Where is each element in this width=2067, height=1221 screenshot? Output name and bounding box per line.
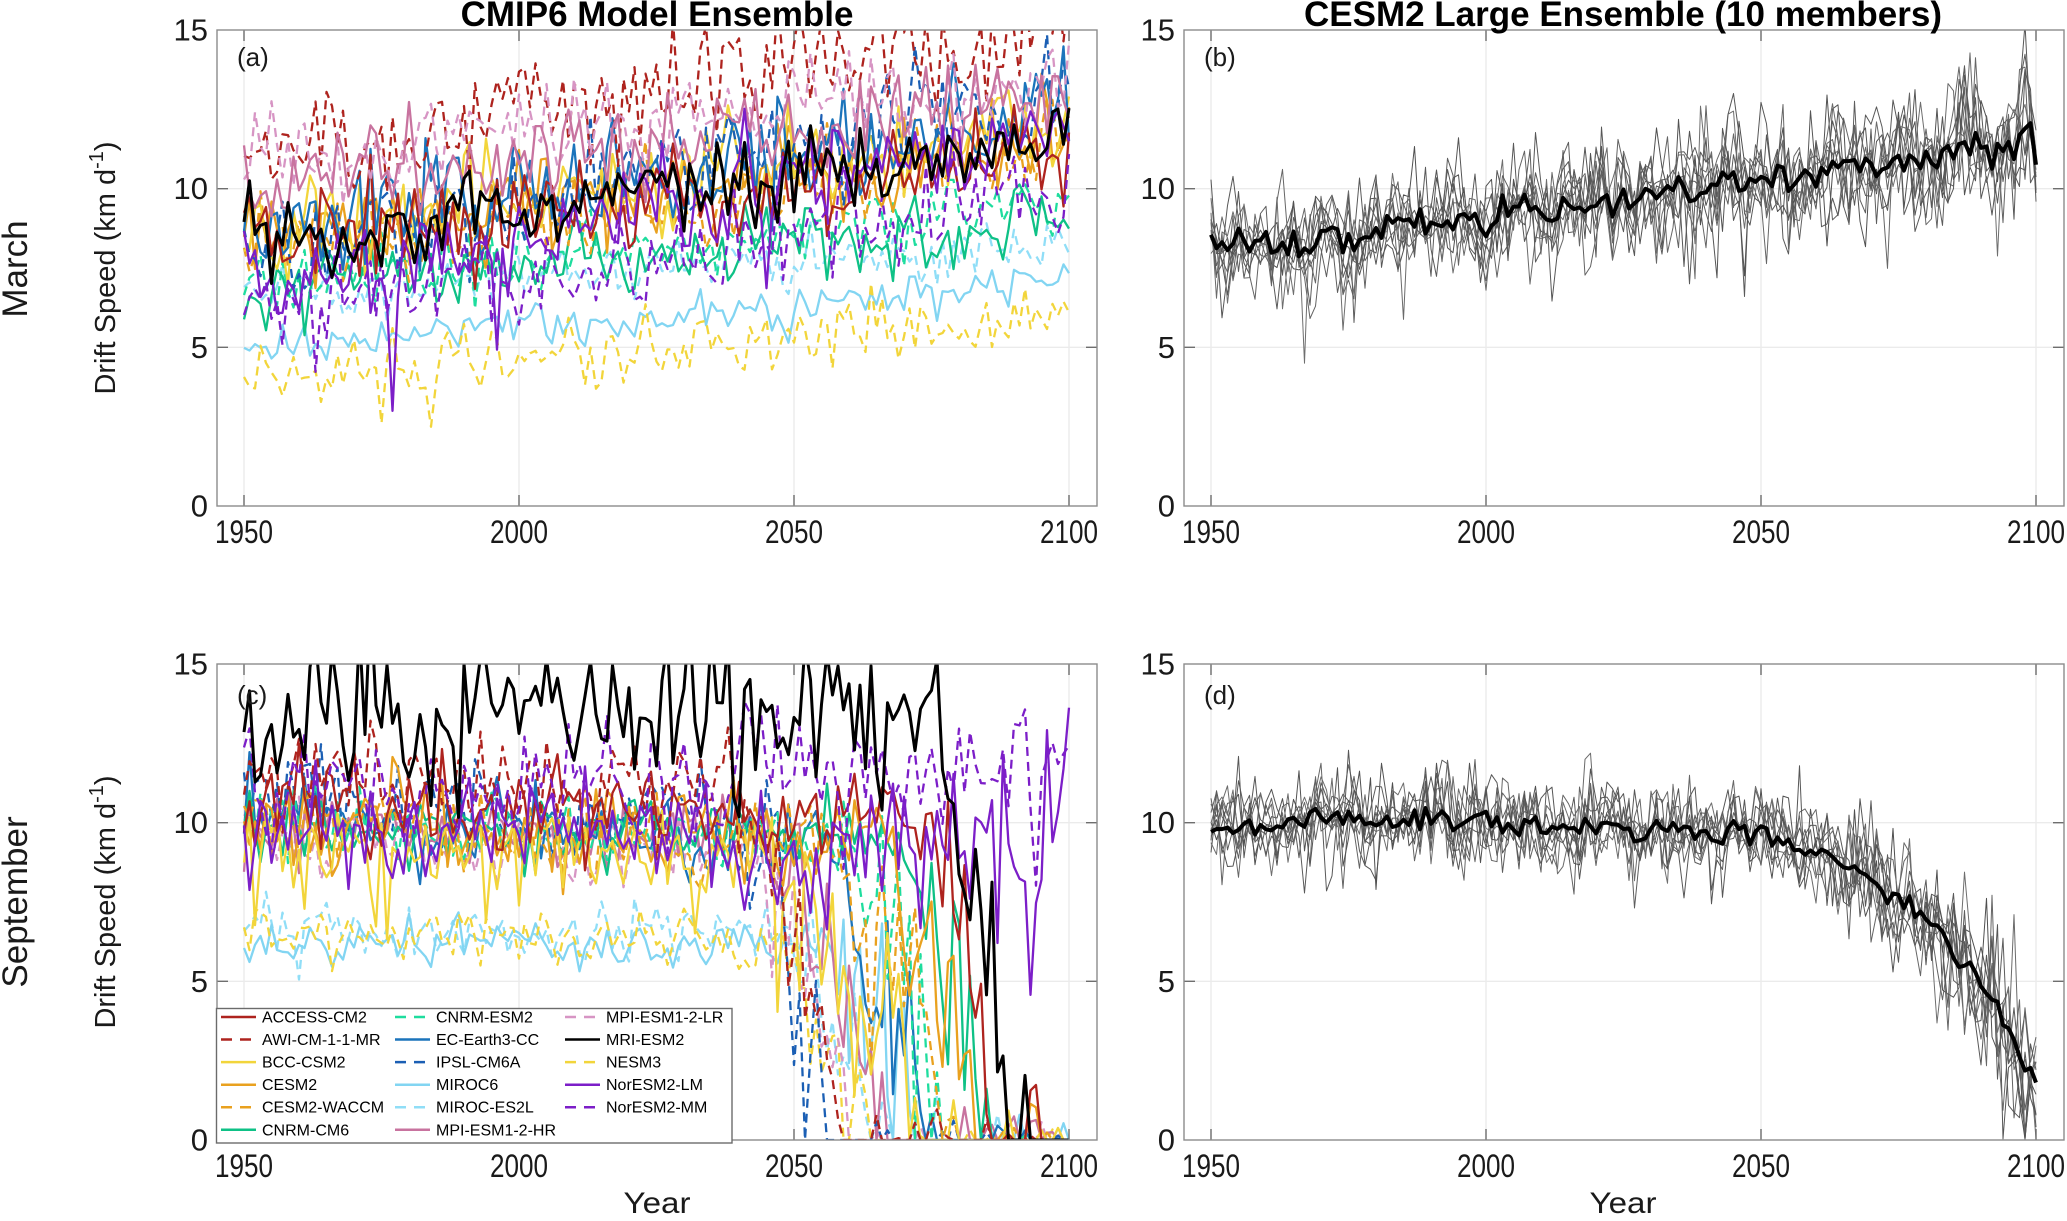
svg-text:15: 15: [174, 647, 208, 682]
svg-text:BCC-CSM2: BCC-CSM2: [262, 1055, 346, 1072]
svg-text:2050: 2050: [765, 514, 823, 550]
svg-text:10: 10: [174, 805, 208, 840]
svg-text:5: 5: [191, 330, 208, 365]
svg-text:CNRM-ESM2: CNRM-ESM2: [436, 1010, 533, 1027]
svg-text:2100: 2100: [2007, 1148, 2065, 1184]
svg-text:Drift Speed (km d-1): Drift Speed (km d-1): [86, 141, 122, 394]
svg-text:2050: 2050: [1732, 514, 1790, 550]
svg-text:15: 15: [1141, 647, 1175, 682]
svg-text:CESM2-WACCM: CESM2-WACCM: [262, 1100, 384, 1117]
svg-text:Drift Speed (km d-1): Drift Speed (km d-1): [86, 775, 122, 1028]
svg-text:1950: 1950: [1182, 514, 1240, 550]
svg-text:10: 10: [1141, 805, 1175, 840]
svg-text:AWI-CM-1-1-MR: AWI-CM-1-1-MR: [262, 1032, 381, 1049]
svg-text:(b): (b): [1204, 42, 1236, 72]
svg-text:2100: 2100: [1040, 1148, 1098, 1184]
svg-text:0: 0: [191, 489, 208, 524]
svg-text:15: 15: [174, 13, 208, 48]
svg-text:NorESM2-LM: NorESM2-LM: [606, 1077, 703, 1094]
svg-text:NorESM2-MM: NorESM2-MM: [606, 1100, 707, 1117]
svg-text:MIROC-ES2L: MIROC-ES2L: [436, 1100, 534, 1117]
svg-text:0: 0: [1158, 489, 1175, 524]
svg-text:10: 10: [174, 171, 208, 206]
svg-text:MRI-ESM2: MRI-ESM2: [606, 1032, 684, 1049]
svg-text:March: March: [0, 220, 35, 317]
svg-text:5: 5: [1158, 964, 1175, 999]
svg-text:15: 15: [1141, 13, 1175, 48]
svg-text:(d): (d): [1204, 680, 1236, 710]
svg-text:Year: Year: [1590, 1187, 1657, 1216]
svg-text:5: 5: [1158, 330, 1175, 365]
svg-text:2000: 2000: [490, 514, 548, 550]
svg-text:MIROC6: MIROC6: [436, 1077, 498, 1094]
svg-text:2050: 2050: [765, 1148, 823, 1184]
svg-text:September: September: [0, 816, 35, 988]
svg-text:2000: 2000: [490, 1148, 548, 1184]
svg-text:2000: 2000: [1457, 514, 1515, 550]
svg-text:0: 0: [191, 1123, 208, 1158]
svg-text:2000: 2000: [1457, 1148, 1515, 1184]
svg-text:1950: 1950: [1182, 1148, 1240, 1184]
svg-text:MPI-ESM1-2-LR: MPI-ESM1-2-LR: [606, 1010, 723, 1027]
svg-text:5: 5: [191, 964, 208, 999]
svg-text:ACCESS-CM2: ACCESS-CM2: [262, 1010, 367, 1027]
svg-text:2100: 2100: [2007, 514, 2065, 550]
svg-text:CESM2: CESM2: [262, 1077, 317, 1094]
svg-text:IPSL-CM6A: IPSL-CM6A: [436, 1055, 521, 1072]
svg-text:NESM3: NESM3: [606, 1055, 661, 1072]
svg-text:EC-Earth3-CC: EC-Earth3-CC: [436, 1032, 539, 1049]
svg-text:CESM2 Large Ensemble (10 membe: CESM2 Large Ensemble (10 members): [1304, 0, 1942, 34]
svg-text:10: 10: [1141, 171, 1175, 206]
svg-text:1950: 1950: [215, 1148, 273, 1184]
svg-text:Year: Year: [624, 1187, 691, 1216]
svg-text:2100: 2100: [1040, 514, 1098, 550]
svg-text:CNRM-CM6: CNRM-CM6: [262, 1122, 349, 1139]
svg-text:CMIP6 Model Ensemble: CMIP6 Model Ensemble: [461, 0, 854, 34]
svg-text:MPI-ESM1-2-HR: MPI-ESM1-2-HR: [436, 1122, 556, 1139]
svg-text:0: 0: [1158, 1123, 1175, 1158]
svg-text:2050: 2050: [1732, 1148, 1790, 1184]
svg-text:(c): (c): [237, 680, 267, 710]
svg-text:(a): (a): [237, 42, 269, 72]
svg-text:1950: 1950: [215, 514, 273, 550]
